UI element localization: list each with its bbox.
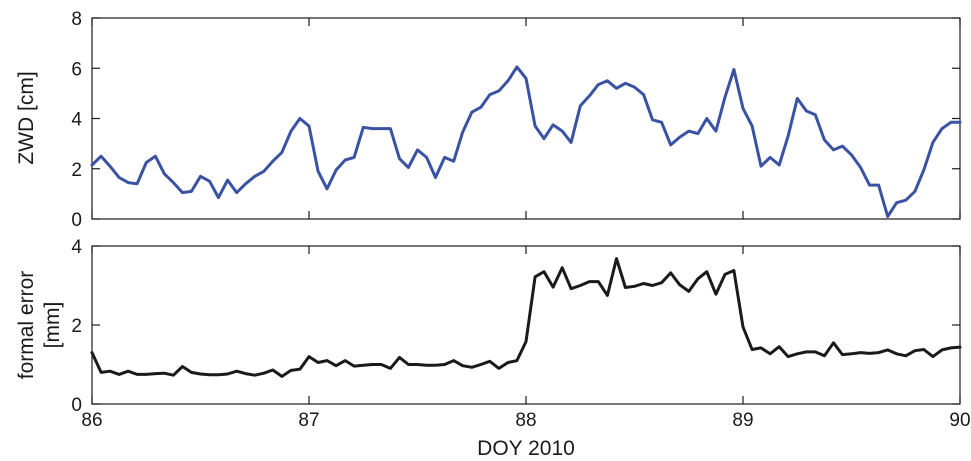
zwd-y-tick-label-0: 0 [71,210,82,231]
zwd-y-tick-label-1: 2 [71,160,82,181]
zwd-series-line [90,65,962,218]
formal-error-x-tick-label-1: 87 [298,410,319,431]
zwd-panel: 0 2 4 6 8 ZWD [cm] [15,9,962,231]
zwd-y-axis-label: ZWD [cm] [15,71,38,164]
formal-error-panel: 0 2 4 86 87 88 89 90 formal error [mm] DOY 201… [15,237,971,460]
x-axis-label: DOY 2010 [477,437,575,460]
formal-error-y-ticks [92,245,960,405]
zwd-y-ticks [92,17,960,220]
zwd-y-tick-labels: 0 2 4 6 8 [71,9,82,231]
zwd-y-tick-label-4: 8 [71,9,82,30]
formal-error-y-axis-label-line2: [mm] [41,302,64,349]
formal-error-x-tick-label-4: 90 [949,410,970,431]
formal-error-y-tick-label-0: 0 [71,395,82,416]
formal-error-series-line [90,257,962,378]
formal-error-y-tick-labels: 0 2 4 [71,237,82,416]
formal-error-y-axis-label-line1: formal error [15,271,38,380]
formal-error-x-tick-label-2: 88 [515,410,536,431]
zwd-y-tick-label-2: 4 [71,110,82,131]
formal-error-y-tick-label-1: 2 [71,316,82,337]
formal-error-plot-frame [91,245,961,405]
formal-error-x-ticks [91,246,961,404]
formal-error-y-tick-label-2: 4 [71,237,82,258]
formal-error-x-tick-label-3: 89 [732,410,753,431]
formal-error-x-tick-label-0: 86 [81,410,102,431]
zwd-x-ticks [91,18,961,219]
zwd-y-tick-label-3: 6 [71,59,82,80]
formal-error-x-tick-labels: 86 87 88 89 90 [81,410,970,431]
